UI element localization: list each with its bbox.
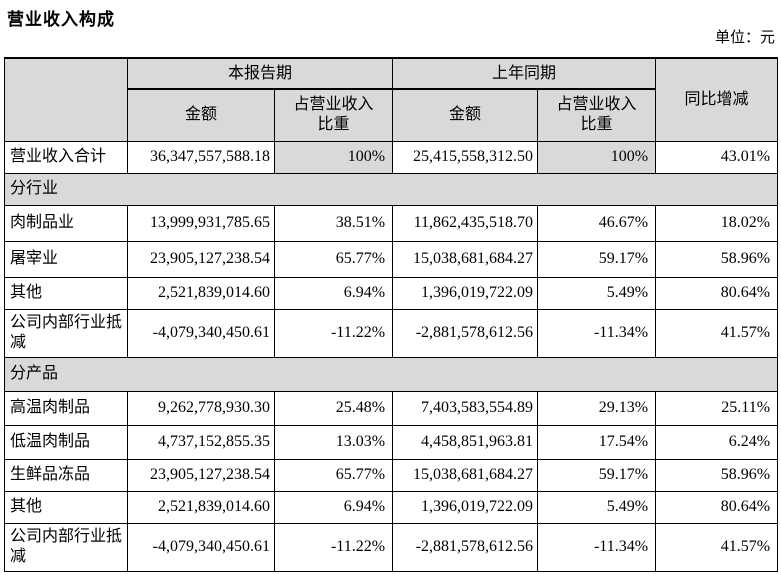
- prev-ratio-cell: 29.13%: [537, 390, 657, 426]
- table-row: 屠宰业 23,905,127,238.54 65.77% 15,038,681,…: [4, 240, 779, 278]
- table-row: 低温肉制品 4,737,152,855.35 13.03% 4,458,851,…: [4, 424, 779, 460]
- cur-amount-header: 金额: [127, 88, 275, 142]
- yoy-cell: 41.57%: [655, 522, 779, 572]
- cur-amount-cell: -4,079,340,450.61: [127, 308, 275, 358]
- row-label: 其他: [4, 276, 128, 310]
- cur-ratio-header-line2: 比重: [317, 116, 350, 134]
- corner-cell: [4, 57, 128, 142]
- cur-amount-cell: 13,999,931,785.65: [127, 204, 275, 242]
- cur-amount-cell: 2,521,839,014.60: [127, 490, 275, 524]
- prev-ratio-cell: 5.49%: [537, 276, 657, 310]
- cur-amount-cell: 23,905,127,238.54: [127, 240, 275, 278]
- section-label: 分行业: [3, 172, 779, 206]
- table-row: 生鲜品冻品 23,905,127,238.54 65.77% 15,038,68…: [4, 458, 779, 492]
- prev-amount-cell: 15,038,681,684.27: [392, 240, 539, 278]
- section-row-product: 分产品: [3, 356, 779, 392]
- cur-ratio-cell: 65.77%: [273, 240, 394, 278]
- cur-ratio-cell: -11.22%: [273, 522, 394, 572]
- section-label: 分产品: [3, 356, 779, 392]
- cur-amount-cell: -4,079,340,450.61: [127, 522, 275, 572]
- row-label: 营业收入合计: [4, 140, 128, 174]
- prev-amount-cell: 11,862,435,518.70: [392, 204, 539, 242]
- prev-amount-cell: 4,458,851,963.81: [392, 424, 539, 460]
- table-row: 高温肉制品 9,262,778,930.30 25.48% 7,403,583,…: [4, 390, 779, 426]
- yoy-cell: 58.96%: [655, 240, 779, 278]
- cur-ratio-cell: -11.22%: [273, 308, 394, 358]
- current-period-header: 本报告期: [126, 57, 394, 90]
- cur-ratio-cell: 6.94%: [273, 276, 394, 310]
- row-label: 肉制品业: [4, 204, 128, 242]
- table-row: 肉制品业 13,999,931,785.65 38.51% 11,862,435…: [4, 204, 779, 242]
- header-row-measures: 金额 占营业收入比重 金额 占营业收入比重: [5, 88, 778, 142]
- cur-ratio-cell: 13.03%: [273, 424, 394, 460]
- cur-amount-cell: 2,521,839,014.60: [127, 276, 275, 310]
- table-row-total: 营业收入合计 36,347,557,588.18 100% 25,415,558…: [4, 140, 779, 174]
- cur-ratio-cell: 65.77%: [273, 458, 394, 492]
- page-title: 营业收入构成: [7, 10, 115, 29]
- prev-ratio-cell: 59.17%: [537, 458, 657, 492]
- yoy-cell: 80.64%: [655, 490, 779, 524]
- prev-amount-cell: 15,038,681,684.27: [392, 458, 539, 492]
- prev-amount-cell: 1,396,019,722.09: [392, 490, 539, 524]
- unit-label: 单位：元: [714, 30, 775, 46]
- row-label: 低温肉制品: [4, 424, 128, 460]
- table-row: 公司内部行业抵减 -4,079,340,450.61 -11.22% -2,88…: [4, 522, 779, 572]
- prev-ratio-header-line2: 比重: [580, 116, 613, 134]
- prev-ratio-header-line1: 占营业收入: [556, 96, 637, 114]
- yoy-cell: 25.11%: [655, 390, 779, 426]
- prev-amount-cell: 1,396,019,722.09: [392, 276, 539, 310]
- row-label: 公司内部行业抵减: [4, 522, 128, 572]
- prev-ratio-cell: -11.34%: [537, 522, 657, 572]
- prev-amount-header: 金额: [392, 88, 539, 142]
- header-row-periods: 本报告期 上年同期 同比增减: [4, 57, 779, 142]
- row-label: 屠宰业: [4, 240, 128, 278]
- prev-ratio-cell: 5.49%: [537, 490, 657, 524]
- table-row: 其他 2,521,839,014.60 6.94% 1,396,019,722.…: [4, 490, 779, 524]
- prev-ratio-cell: 46.67%: [537, 204, 657, 242]
- prior-period-header: 上年同期: [392, 57, 657, 90]
- prev-amount-cell: 7,403,583,554.89: [392, 390, 539, 426]
- table-row: 公司内部行业抵减 -4,079,340,450.61 -11.22% -2,88…: [4, 308, 779, 358]
- yoy-cell: 41.57%: [655, 308, 779, 358]
- prev-amount-cell: -2,881,578,612.56: [392, 522, 539, 572]
- cur-amount-cell: 9,262,778,930.30: [127, 390, 275, 426]
- prev-ratio-cell: 59.17%: [537, 240, 657, 278]
- row-label: 其他: [4, 490, 128, 524]
- row-label: 高温肉制品: [4, 390, 128, 426]
- yoy-cell: 18.02%: [655, 204, 779, 242]
- row-label: 生鲜品冻品: [4, 458, 128, 492]
- prev-ratio-cell: 100%: [537, 140, 657, 174]
- revenue-composition-table: 本报告期 上年同期 同比增减 金额 占营业收入比重 金额 占营业收入比重 营业收…: [3, 57, 779, 572]
- row-label: 公司内部行业抵减: [4, 308, 128, 358]
- cur-amount-cell: 4,737,152,855.35: [127, 424, 275, 460]
- prev-ratio-header: 占营业收入 比重: [537, 88, 657, 142]
- cur-ratio-cell: 25.48%: [273, 390, 394, 426]
- cur-amount-cell: 23,905,127,238.54: [127, 458, 275, 492]
- prev-ratio-cell: -11.34%: [537, 308, 657, 358]
- yoy-cell: 58.96%: [655, 458, 779, 492]
- yoy-cell: 43.01%: [655, 140, 779, 174]
- yoy-cell: 6.24%: [655, 424, 779, 460]
- prev-amount-cell: -2,881,578,612.56: [392, 308, 539, 358]
- cur-ratio-cell: 6.94%: [273, 490, 394, 524]
- table-row: 其他 2,521,839,014.60 6.94% 1,396,019,722.…: [4, 276, 779, 310]
- cur-amount-cell: 36,347,557,588.18: [127, 140, 275, 174]
- yoy-cell: 80.64%: [655, 276, 779, 310]
- cur-ratio-cell: 100%: [273, 140, 394, 174]
- prev-ratio-cell: 17.54%: [537, 424, 657, 460]
- section-row-industry: 分行业: [3, 172, 779, 206]
- cur-ratio-header: 占营业收入 比重: [273, 88, 394, 142]
- prev-amount-cell: 25,415,558,312.50: [392, 140, 539, 174]
- cur-ratio-header-line1: 占营业收入: [293, 96, 374, 114]
- yoy-header: 同比增减: [655, 57, 779, 142]
- cur-ratio-cell: 38.51%: [273, 204, 394, 242]
